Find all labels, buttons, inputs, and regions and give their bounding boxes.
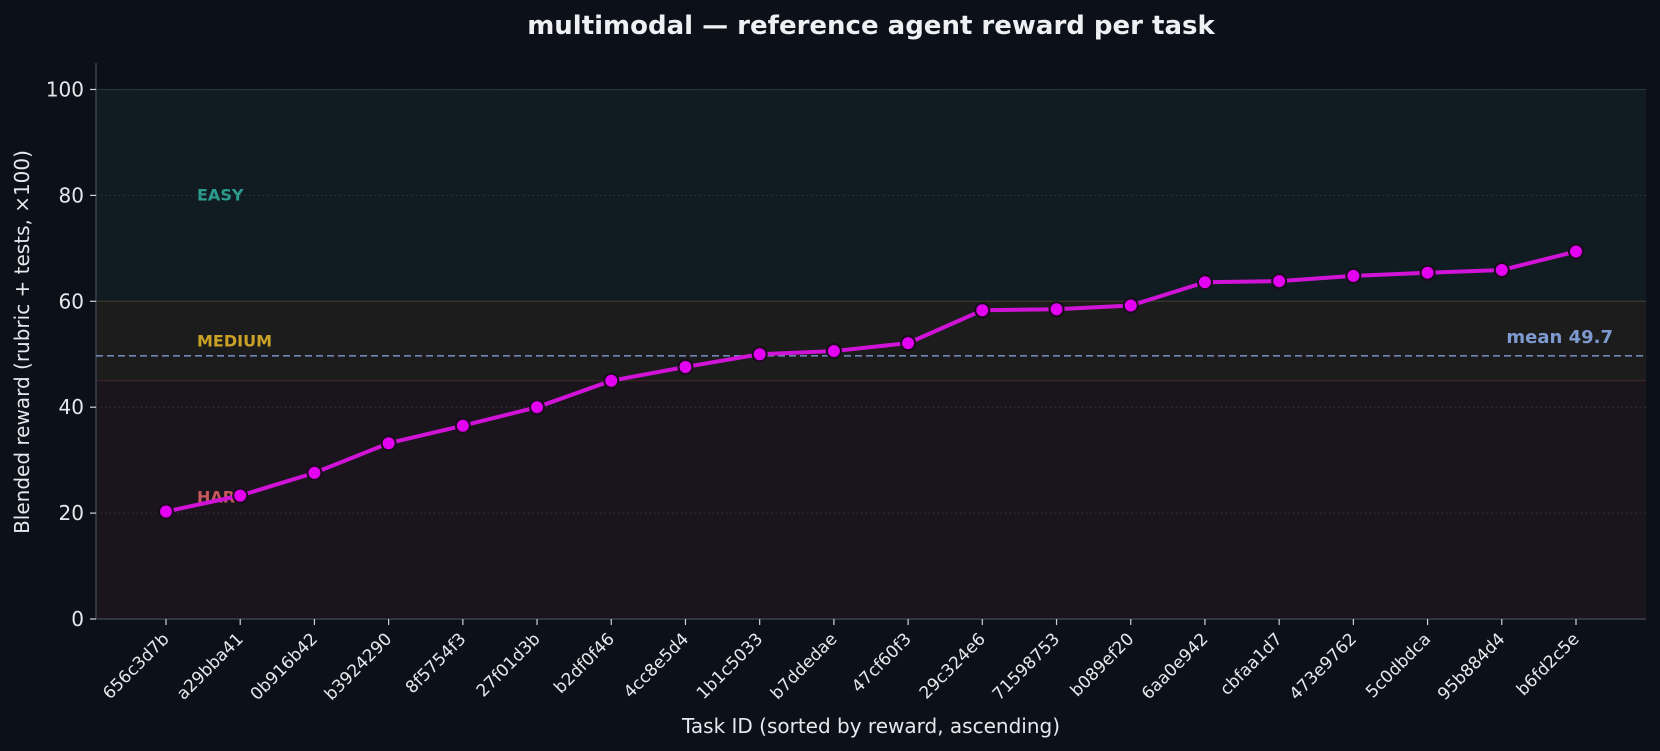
y-tick-label-100: 100 [46,77,84,101]
mean-label: mean 49.7 [1506,327,1613,348]
chart-title: multimodal — reference agent reward per … [527,11,1215,41]
y-tick-label-80: 80 [59,183,84,207]
data-point [1493,262,1510,279]
data-point [1419,264,1436,281]
data-point [1048,301,1065,318]
mean-line-group: mean 49.7 [96,327,1646,357]
data-point [380,435,397,452]
y-axis-label: Blended reward (rubric + tests, ×100) [10,150,34,534]
band-label-easy: EASY [197,186,244,205]
data-point [1271,273,1288,290]
band-label-medium: MEDIUM [197,331,272,350]
data-point [306,464,323,481]
x-axis-label: Task ID (sorted by reward, ascending) [681,714,1060,738]
data-point [1122,297,1139,314]
data-point [1568,243,1584,260]
data-point [1196,274,1213,291]
data-point [603,372,620,389]
series-line [164,249,1578,514]
data-point [900,335,917,352]
data-point [1345,267,1362,284]
band-hard [96,380,1646,619]
band-medium [96,301,1646,381]
data-point [232,487,249,504]
data-point [529,399,546,416]
data-point [751,346,768,363]
data-point [677,358,694,375]
data-point [825,343,842,360]
y-tick-label-0: 0 [71,607,84,631]
data-point [454,417,471,434]
gridlines [96,88,1646,514]
data-point [974,302,991,319]
data-point [158,503,174,520]
y-tick-label-60: 60 [59,289,84,313]
reward-series [158,243,1584,520]
axes [95,63,1646,620]
y-tick-label-20: 20 [59,501,84,525]
y-ticks: 0 20 40 60 80 100 [46,77,96,631]
y-tick-label-40: 40 [59,395,84,419]
